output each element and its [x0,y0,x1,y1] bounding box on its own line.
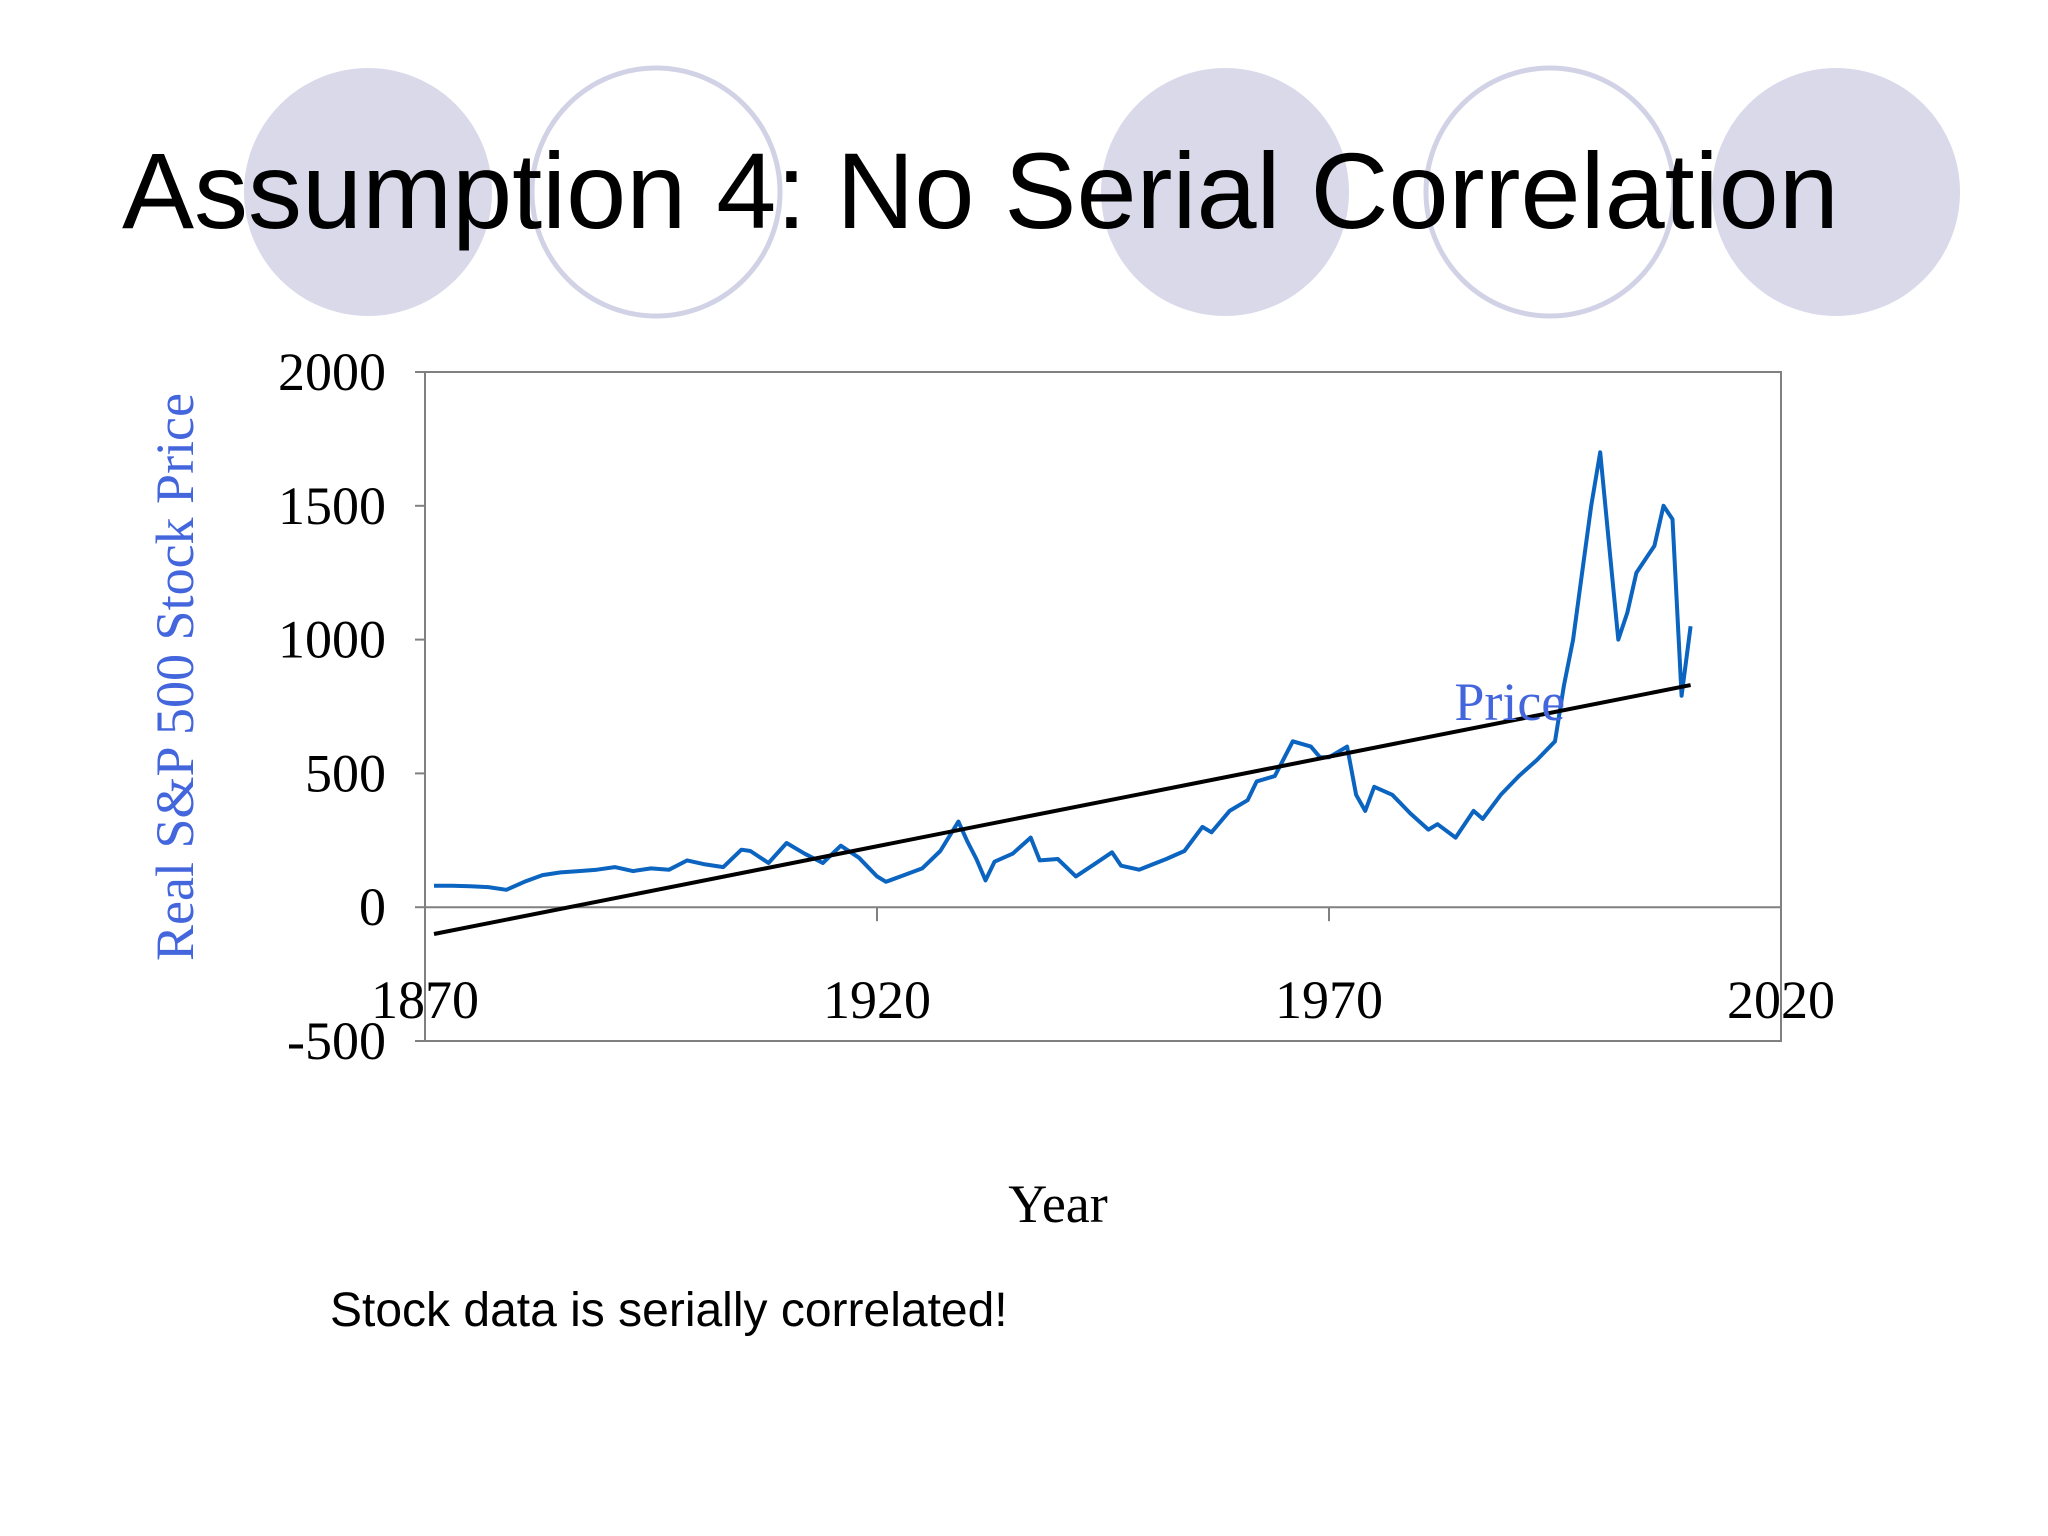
series-label-price: Price [1454,672,1565,732]
y-tick-label: 1500 [278,476,386,536]
plot-frame [424,371,1782,1042]
x-axis-ticks: 1870 1920 1970 2020 [371,907,1835,1030]
y-tick-label: 500 [305,743,386,803]
y-tick-label: 1000 [278,610,386,670]
decor-circle-outline [529,65,783,319]
series-line-price [434,450,1693,892]
x-tick-label: 1920 [823,970,931,1030]
decor-circle-outline [1423,65,1677,319]
x-tick-label: 1970 [1275,970,1383,1030]
y-axis-ticks: -500 0 500 1000 1500 2000 [278,342,425,1071]
slide-title: Assumption 4: No Serial Correlation [122,130,1839,251]
x-tick-label: 2020 [1727,970,1835,1030]
y-axis-title: Real S&P 500 Stock Price [145,393,205,961]
y-tick-label: 2000 [278,342,386,402]
decor-circle-filled [244,68,492,316]
decor-circle-filled [1101,68,1349,316]
y-tick-label: 0 [359,877,386,937]
series-line-trend [433,683,1691,936]
x-axis-title: Year [1008,1174,1108,1234]
slide-caption: Stock data is serially correlated! [330,1284,1008,1337]
y-tick-label: -500 [287,1011,386,1071]
x-tick-label: 1870 [371,970,479,1030]
decor-circle-filled [1712,68,1960,316]
